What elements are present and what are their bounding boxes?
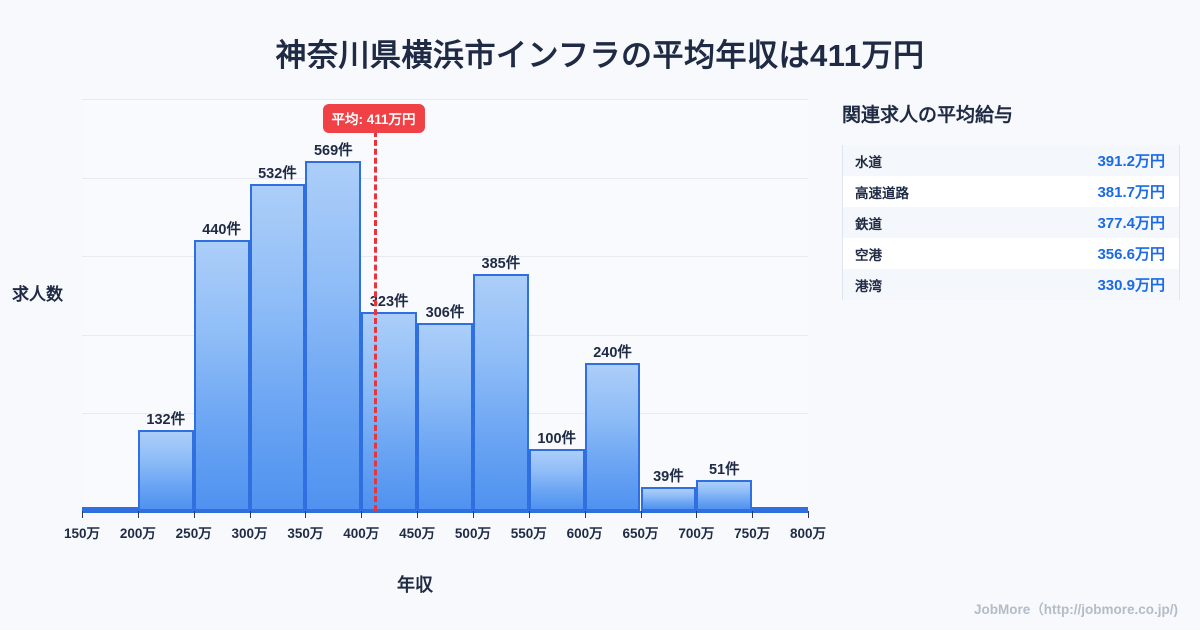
watermark: JobMore（http://jobmore.co.jp/) — [974, 602, 1178, 617]
bar[interactable] — [472, 274, 529, 511]
gridline — [82, 177, 808, 179]
average-badge: 平均: 411万円 — [322, 104, 425, 133]
x-axis-tick-label: 700万 — [678, 526, 715, 541]
bar-value-label: 132件 — [146, 411, 186, 428]
table-row-value: 356.6万円 — [1097, 246, 1165, 263]
x-axis-tick — [696, 511, 698, 518]
x-axis-tick — [640, 511, 642, 518]
x-axis-tick — [808, 511, 810, 518]
gridline — [82, 99, 808, 100]
x-axis-tick — [584, 511, 586, 518]
bar[interactable] — [193, 240, 250, 511]
x-axis-line — [82, 511, 808, 513]
x-axis-tick-label: 150万 — [63, 526, 101, 541]
bar-value-label: 440件 — [202, 222, 241, 239]
x-axis-tick — [249, 511, 251, 518]
table-row-label: 高速道路 — [855, 185, 909, 201]
bar[interactable] — [361, 312, 418, 511]
bar[interactable] — [640, 487, 697, 511]
bar[interactable] — [417, 322, 473, 511]
table-row[interactable]: 空港 356.6万円 — [843, 238, 1179, 269]
x-axis-tick-label: 650万 — [622, 526, 659, 541]
histogram-chart: 求人数 150万 200万 250万 300万 350万 400万 450万 500万 550万… — [12, 99, 826, 595]
bar-value-label: 240件 — [593, 345, 632, 362]
related-salary-panel: 関連求人の平均給与 水道 391.2万円高速道路 381.7万円鉄道 377.4万円空… — [836, 100, 1184, 300]
panel-title: 関連求人の平均給与 — [842, 105, 1014, 126]
x-axis-tick-label: 800万 — [790, 526, 827, 541]
x-axis-tick — [417, 511, 419, 518]
bar-value-label: 385件 — [481, 256, 521, 273]
x-axis-tick-label: 600万 — [566, 526, 603, 541]
bar[interactable] — [305, 161, 362, 511]
bar-value-label: 323件 — [369, 294, 409, 311]
gridline — [82, 256, 808, 257]
bar-value-label: 51件 — [708, 461, 740, 478]
table-row[interactable]: 水道 391.2万円 — [843, 145, 1179, 176]
table-row[interactable]: 鉄道 377.4万円 — [843, 207, 1179, 238]
x-axis-tick-label: 250万 — [175, 526, 212, 541]
table-row-value: 330.9万円 — [1097, 277, 1165, 294]
table-row[interactable]: 港湾 330.9万円 — [843, 269, 1179, 300]
x-axis-tick — [305, 511, 307, 518]
bar-value-label: 569件 — [313, 143, 353, 159]
table-row-value: 391.2万円 — [1097, 153, 1165, 170]
bar[interactable] — [584, 363, 641, 511]
bar[interactable] — [137, 429, 194, 511]
page-title: 神奈川県横浜市インフラの平均年収は411万円 — [275, 38, 925, 73]
x-axis-tick-label: 750万 — [734, 526, 771, 541]
x-axis-tick — [528, 511, 530, 518]
table-row-value: 381.7万円 — [1097, 184, 1165, 201]
bar[interactable] — [249, 183, 306, 511]
x-axis-tick-label: 350万 — [287, 526, 324, 541]
table-row-value: 377.4万円 — [1097, 215, 1165, 232]
y-axis-title: 求人数 — [12, 285, 63, 304]
x-axis-tick-label: 450万 — [399, 526, 436, 541]
x-axis-tick-label: 300万 — [231, 526, 268, 541]
table-row-label: 水道 — [855, 154, 882, 170]
bar[interactable] — [696, 479, 753, 511]
table-row-label: 港湾 — [855, 278, 882, 294]
table-row-label: 鉄道 — [855, 216, 882, 232]
x-axis-tick — [82, 511, 83, 518]
bar-value-label: 100件 — [537, 431, 577, 448]
bar[interactable] — [82, 507, 138, 511]
x-axis-title: 年収 — [397, 575, 433, 595]
x-axis-tick-label: 400万 — [343, 526, 380, 541]
x-axis-tick — [752, 511, 754, 518]
x-axis-tick-label: 500万 — [454, 526, 491, 541]
x-axis-tick-label: 200万 — [119, 526, 156, 541]
bar-value-label: 39件 — [653, 469, 684, 485]
average-line — [373, 131, 377, 511]
related-salary-table: 水道 391.2万円高速道路 381.7万円鉄道 377.4万円空港 356.6万円港湾… — [842, 145, 1180, 300]
table-row[interactable]: 高速道路 381.7万円 — [843, 176, 1179, 207]
bar[interactable] — [752, 507, 809, 511]
table-row-label: 空港 — [855, 247, 882, 263]
x-axis-tick-label: 550万 — [510, 526, 547, 541]
x-axis-tick — [361, 511, 363, 518]
x-axis-tick — [137, 511, 139, 518]
x-axis-tick — [193, 511, 195, 518]
bar-value-label: 532件 — [258, 165, 297, 182]
bar-value-label: 306件 — [425, 304, 465, 321]
x-axis-tick — [472, 511, 474, 518]
bar[interactable] — [528, 449, 585, 511]
